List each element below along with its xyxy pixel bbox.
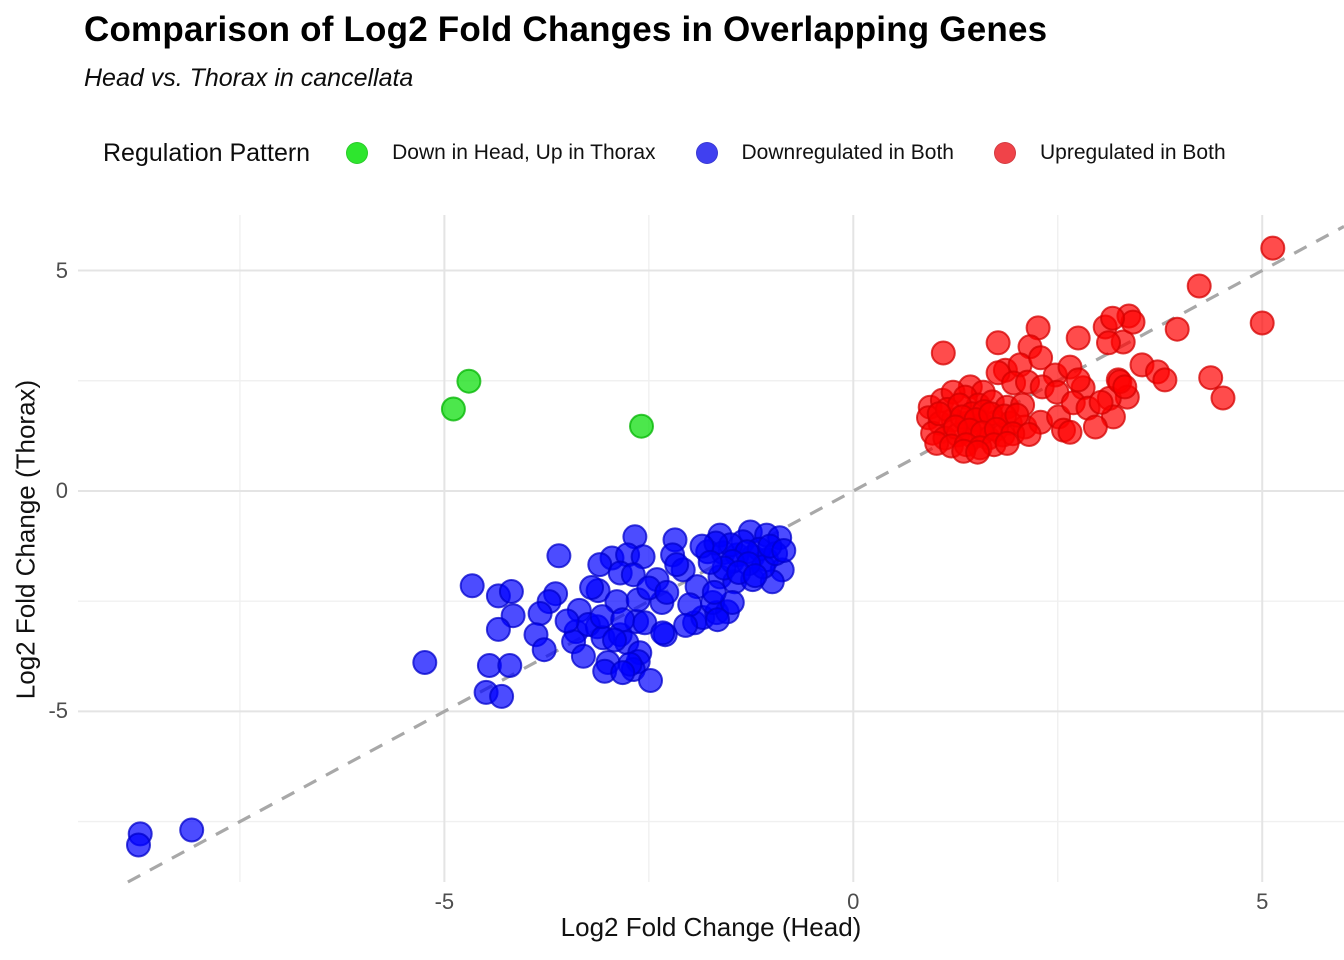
- legend-title: Regulation Pattern: [103, 138, 311, 167]
- x-tick-label: 5: [1256, 889, 1269, 914]
- legend: Regulation Pattern Down in Head, Up in T…: [103, 136, 1266, 170]
- legend-swatch-blue-icon: [695, 142, 718, 164]
- chart-title: Comparison of Log2 Fold Changes in Overl…: [84, 10, 1048, 49]
- legend-label-red: Upregulated in Both: [1040, 141, 1226, 164]
- x-tick-label: -5: [434, 889, 455, 914]
- legend-swatch-red-icon: [994, 142, 1016, 164]
- y-axis-title: Log2 Fold Change (Thorax): [10, 379, 41, 700]
- y-tick-label: 5: [55, 257, 68, 283]
- legend-label-blue: Downregulated in Both: [741, 141, 954, 164]
- x-tick-label: 0: [847, 889, 860, 914]
- x-axis-title: Log2 Fold Change (Head): [560, 912, 862, 942]
- y-tick-label: -5: [48, 698, 68, 724]
- legend-label-green: Down in Head, Up in Thorax: [392, 141, 656, 164]
- chart-subtitle: Head vs. Thorax in cancellata: [84, 64, 414, 92]
- y-tick-label: 0: [55, 477, 68, 503]
- legend-swatch-green-icon: [346, 142, 369, 164]
